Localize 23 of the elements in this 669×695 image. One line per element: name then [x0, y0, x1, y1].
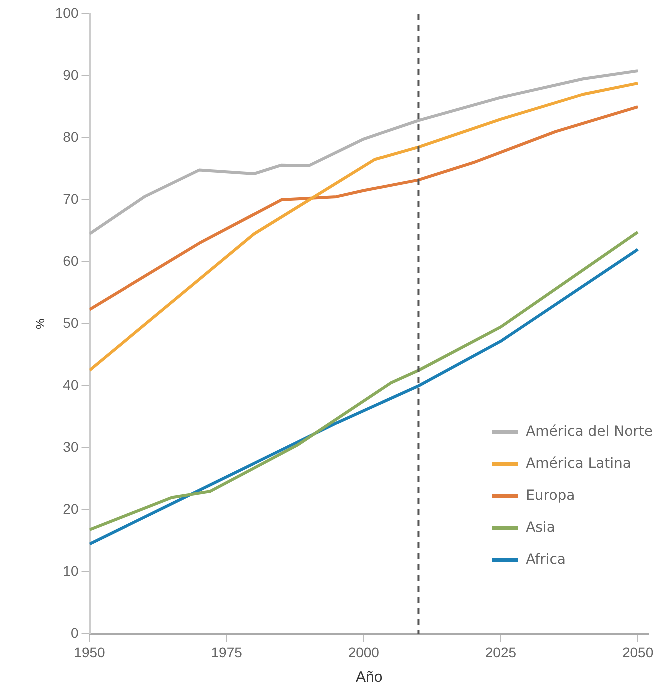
x-tick-label: 2000	[348, 644, 380, 660]
y-tick-label: 70	[63, 190, 79, 207]
y-tick-label: 90	[63, 66, 79, 83]
legend-label: Africa	[526, 552, 566, 568]
y-tick-label: 40	[63, 376, 79, 393]
x-tick-label: 2025	[485, 644, 517, 660]
legend-label: Asia	[526, 520, 556, 536]
x-tick-label: 1975	[211, 644, 243, 660]
legend-label: Europa	[526, 488, 576, 504]
legend-label: América del Norte	[526, 424, 653, 440]
y-axis-title: %	[34, 318, 48, 330]
x-axis-title: Año	[356, 669, 383, 686]
x-tick-label: 2050	[622, 644, 654, 660]
x-tick-label: 1950	[74, 644, 106, 660]
y-tick-label: 50	[63, 314, 79, 331]
y-tick-label: 30	[63, 439, 79, 455]
legend-label: América Latina	[526, 456, 632, 472]
y-tick-label: 10	[63, 563, 79, 580]
y-tick-label: 100	[55, 4, 79, 21]
y-tick-label: 60	[63, 252, 79, 269]
y-tick-label: 80	[63, 128, 79, 145]
y-tick-label: 20	[63, 501, 79, 518]
y-tick-label: 0	[70, 625, 79, 642]
